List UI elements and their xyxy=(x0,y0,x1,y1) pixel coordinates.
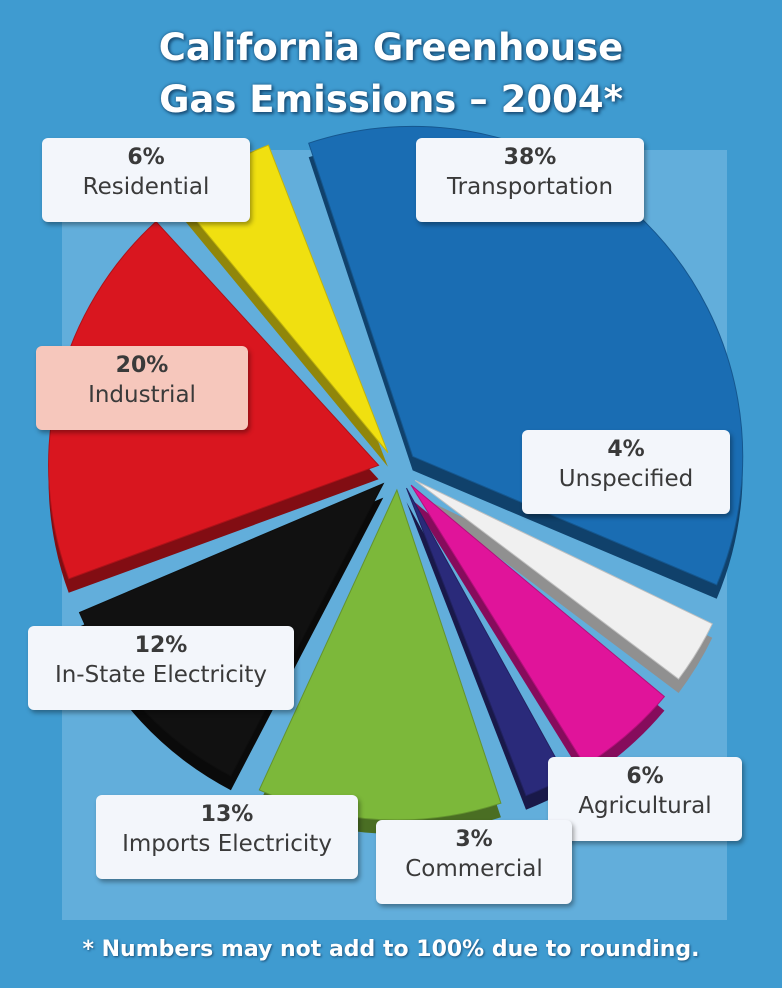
callout-residential: 6% Residential xyxy=(42,138,250,222)
chart-title: California Greenhouse Gas Emissions – 20… xyxy=(0,22,782,126)
callout-transportation: 38% Transportation xyxy=(416,138,644,222)
slice-label-transportation: Transportation xyxy=(446,174,614,200)
slice-label-in-state-electricity: In-State Electricity xyxy=(54,662,268,688)
pie-slice-unspecified xyxy=(414,479,713,680)
callout-agricultural: 6% Agricultural xyxy=(548,757,742,841)
value-label-unspecified: 4% xyxy=(607,437,645,462)
value-label-residential: 6% xyxy=(127,145,165,170)
value-label-commercial: 3% xyxy=(455,827,493,852)
slice-label-commercial: Commercial xyxy=(405,856,543,882)
callout-commercial: 3% Commercial xyxy=(376,820,572,904)
value-label-agricultural: 6% xyxy=(626,764,664,789)
chart-title-line-1: California Greenhouse xyxy=(158,26,624,69)
callout-imports-electricity: 13% Imports Electricity xyxy=(96,795,358,879)
callout-industrial: 20% Industrial xyxy=(36,346,248,430)
slice-label-agricultural: Agricultural xyxy=(578,793,712,819)
value-label-in-state-electricity: 12% xyxy=(134,633,188,658)
slice-label-imports-electricity: Imports Electricity xyxy=(122,831,332,857)
slice-label-residential: Residential xyxy=(82,174,210,200)
value-label-industrial: 20% xyxy=(115,353,169,378)
slice-label-unspecified: Unspecified xyxy=(558,466,694,492)
value-label-transportation: 38% xyxy=(503,145,557,170)
value-label-imports-electricity: 13% xyxy=(200,802,254,827)
slice-label-industrial: Industrial xyxy=(88,382,196,408)
footnote: * Numbers may not add to 100% due to rou… xyxy=(82,937,700,962)
callout-unspecified: 4% Unspecified xyxy=(522,430,730,514)
chart-title-line-2: Gas Emissions – 2004* xyxy=(159,78,623,121)
callout-in-state-electricity: 12% In-State Electricity xyxy=(28,626,294,710)
